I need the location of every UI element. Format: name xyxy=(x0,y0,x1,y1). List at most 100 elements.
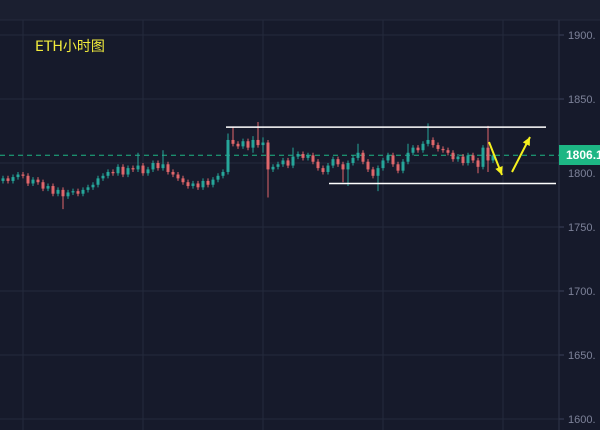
candle-body xyxy=(151,163,155,170)
candle-body xyxy=(491,155,495,161)
candle-body xyxy=(431,139,435,146)
candle-body xyxy=(416,147,420,151)
candle-body xyxy=(321,168,325,172)
candle-body xyxy=(396,164,400,171)
y-tick-label: 1900. xyxy=(568,30,596,42)
y-tick-label: 1700. xyxy=(568,286,596,298)
candle-body xyxy=(1,178,5,181)
candle-body xyxy=(71,191,75,193)
candle-body xyxy=(81,189,85,194)
candle-body xyxy=(366,161,370,170)
y-tick-label: 1850. xyxy=(568,94,596,106)
candle-body xyxy=(26,175,30,184)
candle-body xyxy=(51,186,55,194)
candle-body xyxy=(11,177,15,181)
candle-body xyxy=(286,160,290,166)
candle-body xyxy=(291,156,295,166)
y-tick-label: 1750. xyxy=(568,222,596,234)
candle-body xyxy=(401,161,405,171)
candle-body xyxy=(386,155,390,161)
candle-body xyxy=(6,178,10,181)
candle-body xyxy=(216,175,220,180)
candle-body xyxy=(36,179,40,183)
candle-body xyxy=(476,160,480,167)
candle-body xyxy=(116,166,120,174)
candle-body xyxy=(201,180,205,188)
candle-body xyxy=(191,183,195,187)
candle-body xyxy=(16,174,20,178)
candle-body xyxy=(316,161,320,169)
candle-body xyxy=(166,164,170,172)
candle-body xyxy=(171,171,175,175)
candle-body xyxy=(251,139,255,148)
y-tick-label: 1600. xyxy=(568,414,596,426)
candle-body xyxy=(206,180,210,185)
down-arrow-head xyxy=(495,166,503,175)
candle-body xyxy=(306,155,310,158)
candle-body xyxy=(121,166,125,175)
candle-body xyxy=(346,163,350,170)
candle-body xyxy=(391,155,395,165)
candle-body xyxy=(246,141,250,148)
candle-body xyxy=(411,147,415,153)
candle-body xyxy=(256,139,260,146)
candle-body xyxy=(356,152,360,158)
candle-body xyxy=(456,156,460,160)
candle-body xyxy=(426,139,430,144)
candle-body xyxy=(21,174,25,176)
candle-body xyxy=(41,182,45,189)
candle-body xyxy=(436,145,440,149)
candle-body xyxy=(271,166,275,170)
candle-body xyxy=(196,183,200,188)
candle-body xyxy=(376,168,380,176)
candle-body xyxy=(236,143,240,147)
candle-body xyxy=(31,179,35,184)
chart-title: ETH小时图 xyxy=(35,39,105,55)
candle-body xyxy=(301,154,305,158)
candle-body xyxy=(461,156,465,163)
candle-body xyxy=(141,165,145,174)
candle-body xyxy=(406,152,410,162)
candle-body xyxy=(486,147,490,161)
last-price-label: 1806.1 xyxy=(559,145,600,165)
candle-body xyxy=(326,165,330,172)
candle-body xyxy=(221,171,225,176)
candle-body xyxy=(156,163,160,169)
candle-body xyxy=(241,141,245,147)
candle-body xyxy=(276,164,280,167)
candle-body xyxy=(441,148,445,151)
candle-body xyxy=(261,142,265,146)
candle-body xyxy=(131,168,135,170)
candle-body xyxy=(146,169,150,174)
candle-body xyxy=(61,189,65,197)
candle-body xyxy=(176,174,180,179)
candle-body xyxy=(106,171,110,176)
y-tick-label: 1800. xyxy=(568,168,596,180)
candle-body xyxy=(351,157,355,163)
candle-body xyxy=(66,192,70,197)
candle-body xyxy=(211,179,215,185)
candle-body xyxy=(231,139,235,144)
candle-body xyxy=(361,152,365,162)
candle-body xyxy=(331,159,335,166)
up-arrow-head xyxy=(522,137,530,146)
candle-body xyxy=(281,160,285,165)
candle-body xyxy=(161,164,165,169)
candle-body xyxy=(311,155,315,162)
top-bar xyxy=(0,0,600,20)
candle-body xyxy=(446,150,450,153)
candle-body xyxy=(471,155,475,161)
candle-body xyxy=(56,189,60,194)
candle-body xyxy=(126,168,130,175)
candle-body xyxy=(76,191,80,194)
candle-body xyxy=(46,186,50,189)
candle-body xyxy=(421,143,425,151)
candle-body xyxy=(186,182,190,187)
candle-body xyxy=(341,164,345,170)
candle-body xyxy=(381,160,385,169)
candle-body xyxy=(336,159,340,165)
candle-body xyxy=(226,139,230,172)
candle-body xyxy=(91,184,95,188)
